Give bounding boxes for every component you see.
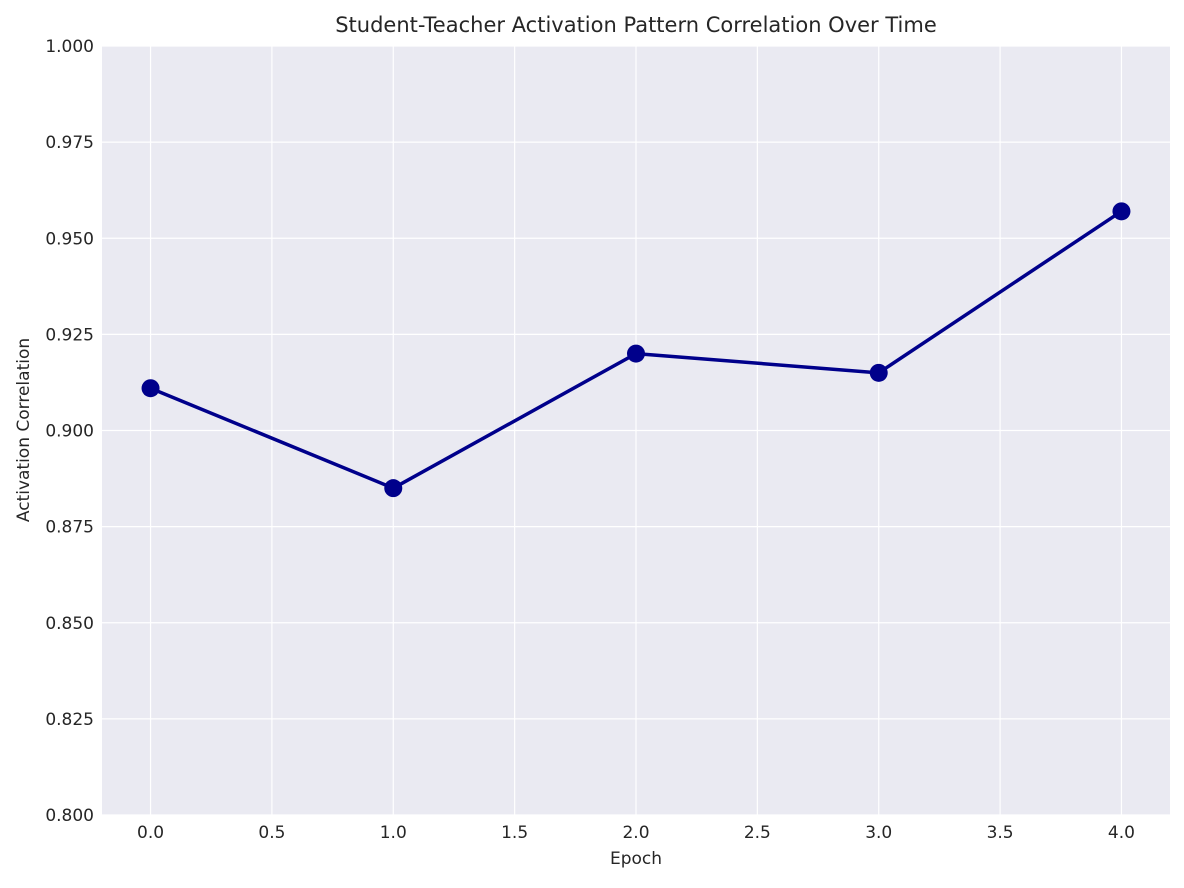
y-axis-label: Activation Correlation [14, 338, 34, 522]
y-tick-label: 1.000 [45, 37, 94, 57]
y-tick-label: 0.825 [45, 710, 94, 730]
chart-title: Student-Teacher Activation Pattern Corre… [335, 13, 937, 37]
x-axis-ticks: 0.0 0.5 1.0 1.5 2.0 2.5 3.0 3.5 4.0 [137, 823, 1135, 843]
x-tick-label: 2.0 [622, 823, 649, 843]
data-point [869, 363, 888, 382]
y-tick-label: 0.875 [45, 518, 94, 538]
y-axis-ticks: 0.800 0.825 0.850 0.875 0.900 0.925 0.950 0.975… [45, 37, 94, 826]
x-tick-label: 2.5 [744, 823, 771, 843]
x-tick-label: 0.5 [258, 823, 285, 843]
data-point [1112, 202, 1131, 221]
data-point [627, 344, 645, 363]
y-tick-label: 0.800 [45, 806, 94, 826]
y-tick-label: 0.900 [45, 422, 94, 442]
x-tick-label: 1.0 [380, 823, 407, 843]
x-tick-label: 4.0 [1108, 823, 1135, 843]
y-tick-label: 0.850 [45, 614, 94, 634]
x-tick-label: 1.5 [501, 823, 528, 843]
y-tick-label: 0.925 [45, 325, 94, 345]
grid-lines [102, 45, 1170, 816]
y-tick-label: 0.950 [45, 229, 94, 249]
x-axis-label: Epoch [610, 849, 662, 869]
data-series [141, 202, 1131, 498]
data-point [384, 479, 403, 498]
x-tick-label: 0.0 [137, 823, 164, 843]
data-point [141, 379, 160, 398]
x-tick-label: 3.5 [987, 823, 1014, 843]
x-tick-label: 3.0 [865, 823, 892, 843]
y-tick-label: 0.975 [45, 133, 94, 153]
